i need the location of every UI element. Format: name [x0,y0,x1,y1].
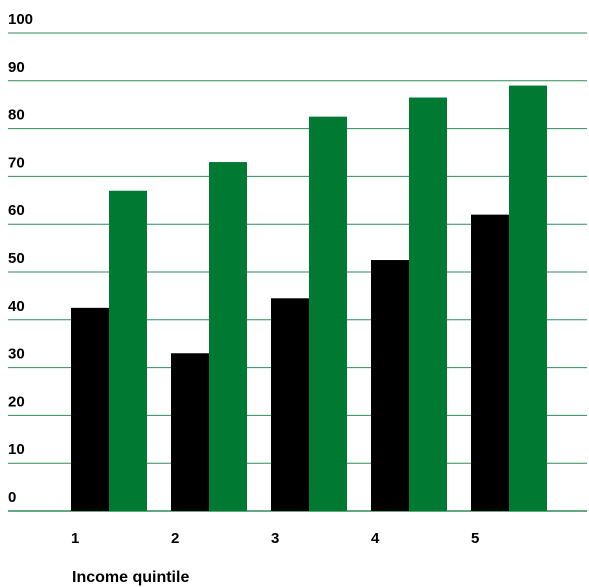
bar-black [171,353,209,511]
x-tick-label: 2 [171,530,179,547]
bar-black [271,298,309,511]
x-tick-label: 4 [371,530,380,547]
bar-green [209,162,247,511]
y-tick-label: 20 [8,393,25,410]
x-tick-label: 1 [71,530,79,547]
y-tick-label: 30 [8,346,25,363]
x-tick-label: 5 [471,530,479,547]
bar-black [371,260,409,511]
y-tick-label: 10 [8,441,25,458]
y-tick-label: 80 [8,107,25,124]
bar-black [471,214,509,511]
bar-green [109,190,147,512]
y-tick-label: 40 [8,298,25,315]
y-tick-label: 90 [8,59,25,76]
y-tick-label: 50 [8,250,25,267]
y-tick-label: 60 [8,202,25,219]
y-tick-label: 0 [8,489,16,506]
y-tick-label: 70 [8,154,25,171]
bar-green [409,97,447,511]
y-tick-label: 100 [8,11,33,28]
bar-black [71,307,109,511]
x-tick-label: 3 [271,530,279,547]
axes: 0 10 20 30 40 50 60 70 80 90 100 1 2 3 4 5 [8,11,479,547]
bars [71,85,547,512]
x-axis-title: Income quintile [72,569,189,586]
bar-green [509,85,547,511]
bar-green [309,116,347,512]
